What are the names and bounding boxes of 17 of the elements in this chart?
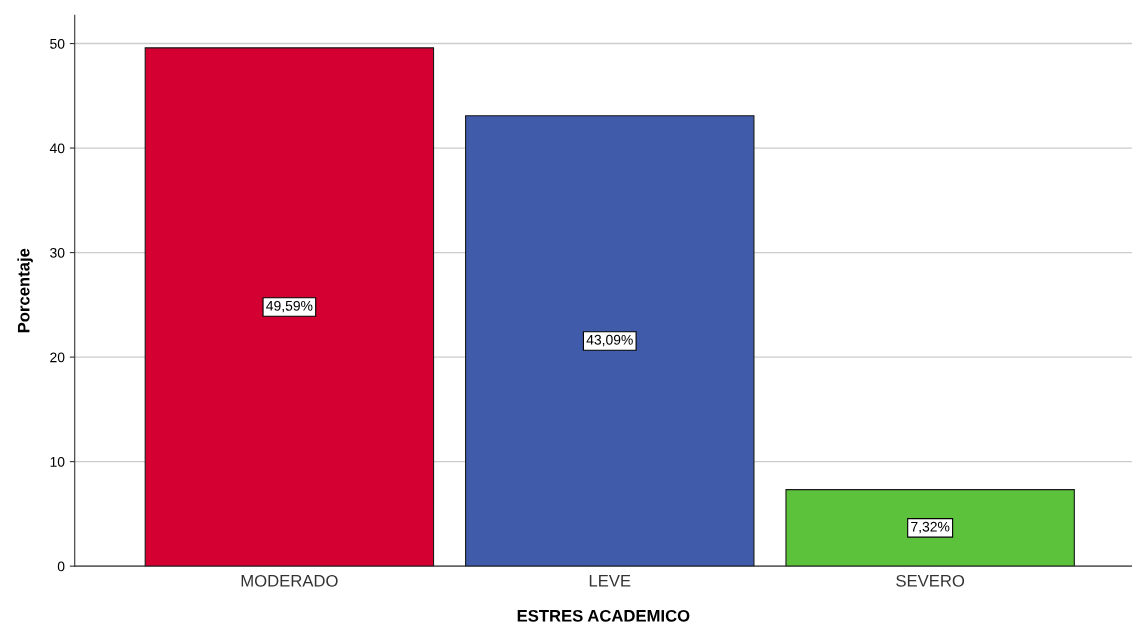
x-tick-label: LEVE <box>589 575 631 587</box>
data-label: 43,09% <box>586 334 633 347</box>
x-tick-label: MODERADO <box>241 574 338 587</box>
x-tick-label: SEVERO <box>896 574 965 587</box>
data-label: 7,32% <box>911 521 950 534</box>
data-label: 49,59% <box>266 300 313 313</box>
bar <box>465 115 755 567</box>
y-tick-label: 40 <box>49 143 65 154</box>
y-tick-label: 20 <box>50 352 65 363</box>
x-axis-title: ESTRES ACADEMICO <box>517 609 690 622</box>
y-tick-label: 10 <box>50 456 65 467</box>
bar <box>785 489 1075 567</box>
y-axis-title: Porcentaje <box>17 248 33 333</box>
y-tick-label: 30 <box>50 247 65 258</box>
y-tick-label: 0 <box>57 561 65 572</box>
bar <box>144 47 435 567</box>
y-tick-label: 50 <box>50 38 65 49</box>
